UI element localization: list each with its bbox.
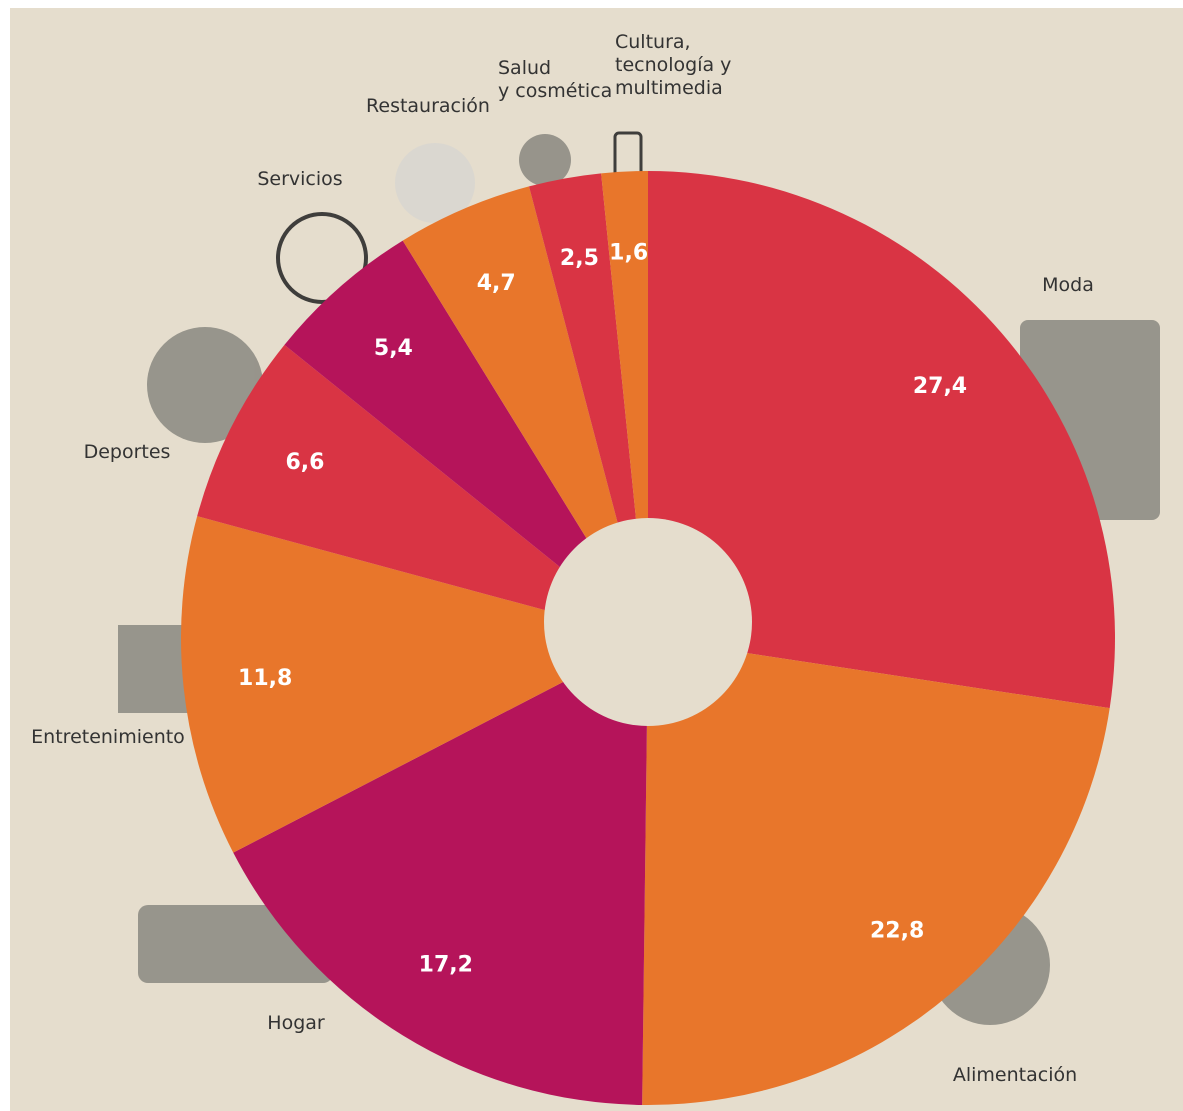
category-label: Entretenimiento — [31, 726, 185, 748]
category-label: Servicios — [257, 168, 342, 190]
value-label: 6,6 — [285, 450, 324, 475]
category-label: Restauración — [366, 95, 490, 117]
category-label: Hogar — [267, 1012, 325, 1034]
value-label: 17,2 — [419, 953, 473, 978]
value-label: 5,4 — [374, 336, 413, 361]
value-label: 4,7 — [477, 271, 516, 296]
value-label: 2,5 — [560, 246, 599, 271]
donut-hole — [544, 518, 752, 726]
value-label: 27,4 — [913, 374, 967, 399]
value-label: 11,8 — [238, 666, 292, 691]
value-label: 1,6 — [609, 240, 648, 265]
value-label: 22,8 — [870, 919, 924, 944]
category-label: Alimentación — [953, 1064, 1077, 1086]
chart: 27,4 Moda 22,8 Alimentación 17,2 Hogar 11,8 Ent… — [0, 0, 1183, 1111]
category-label: Deportes — [84, 441, 171, 463]
cosmetic-icon — [519, 134, 571, 186]
category-label: Moda — [1042, 274, 1094, 296]
